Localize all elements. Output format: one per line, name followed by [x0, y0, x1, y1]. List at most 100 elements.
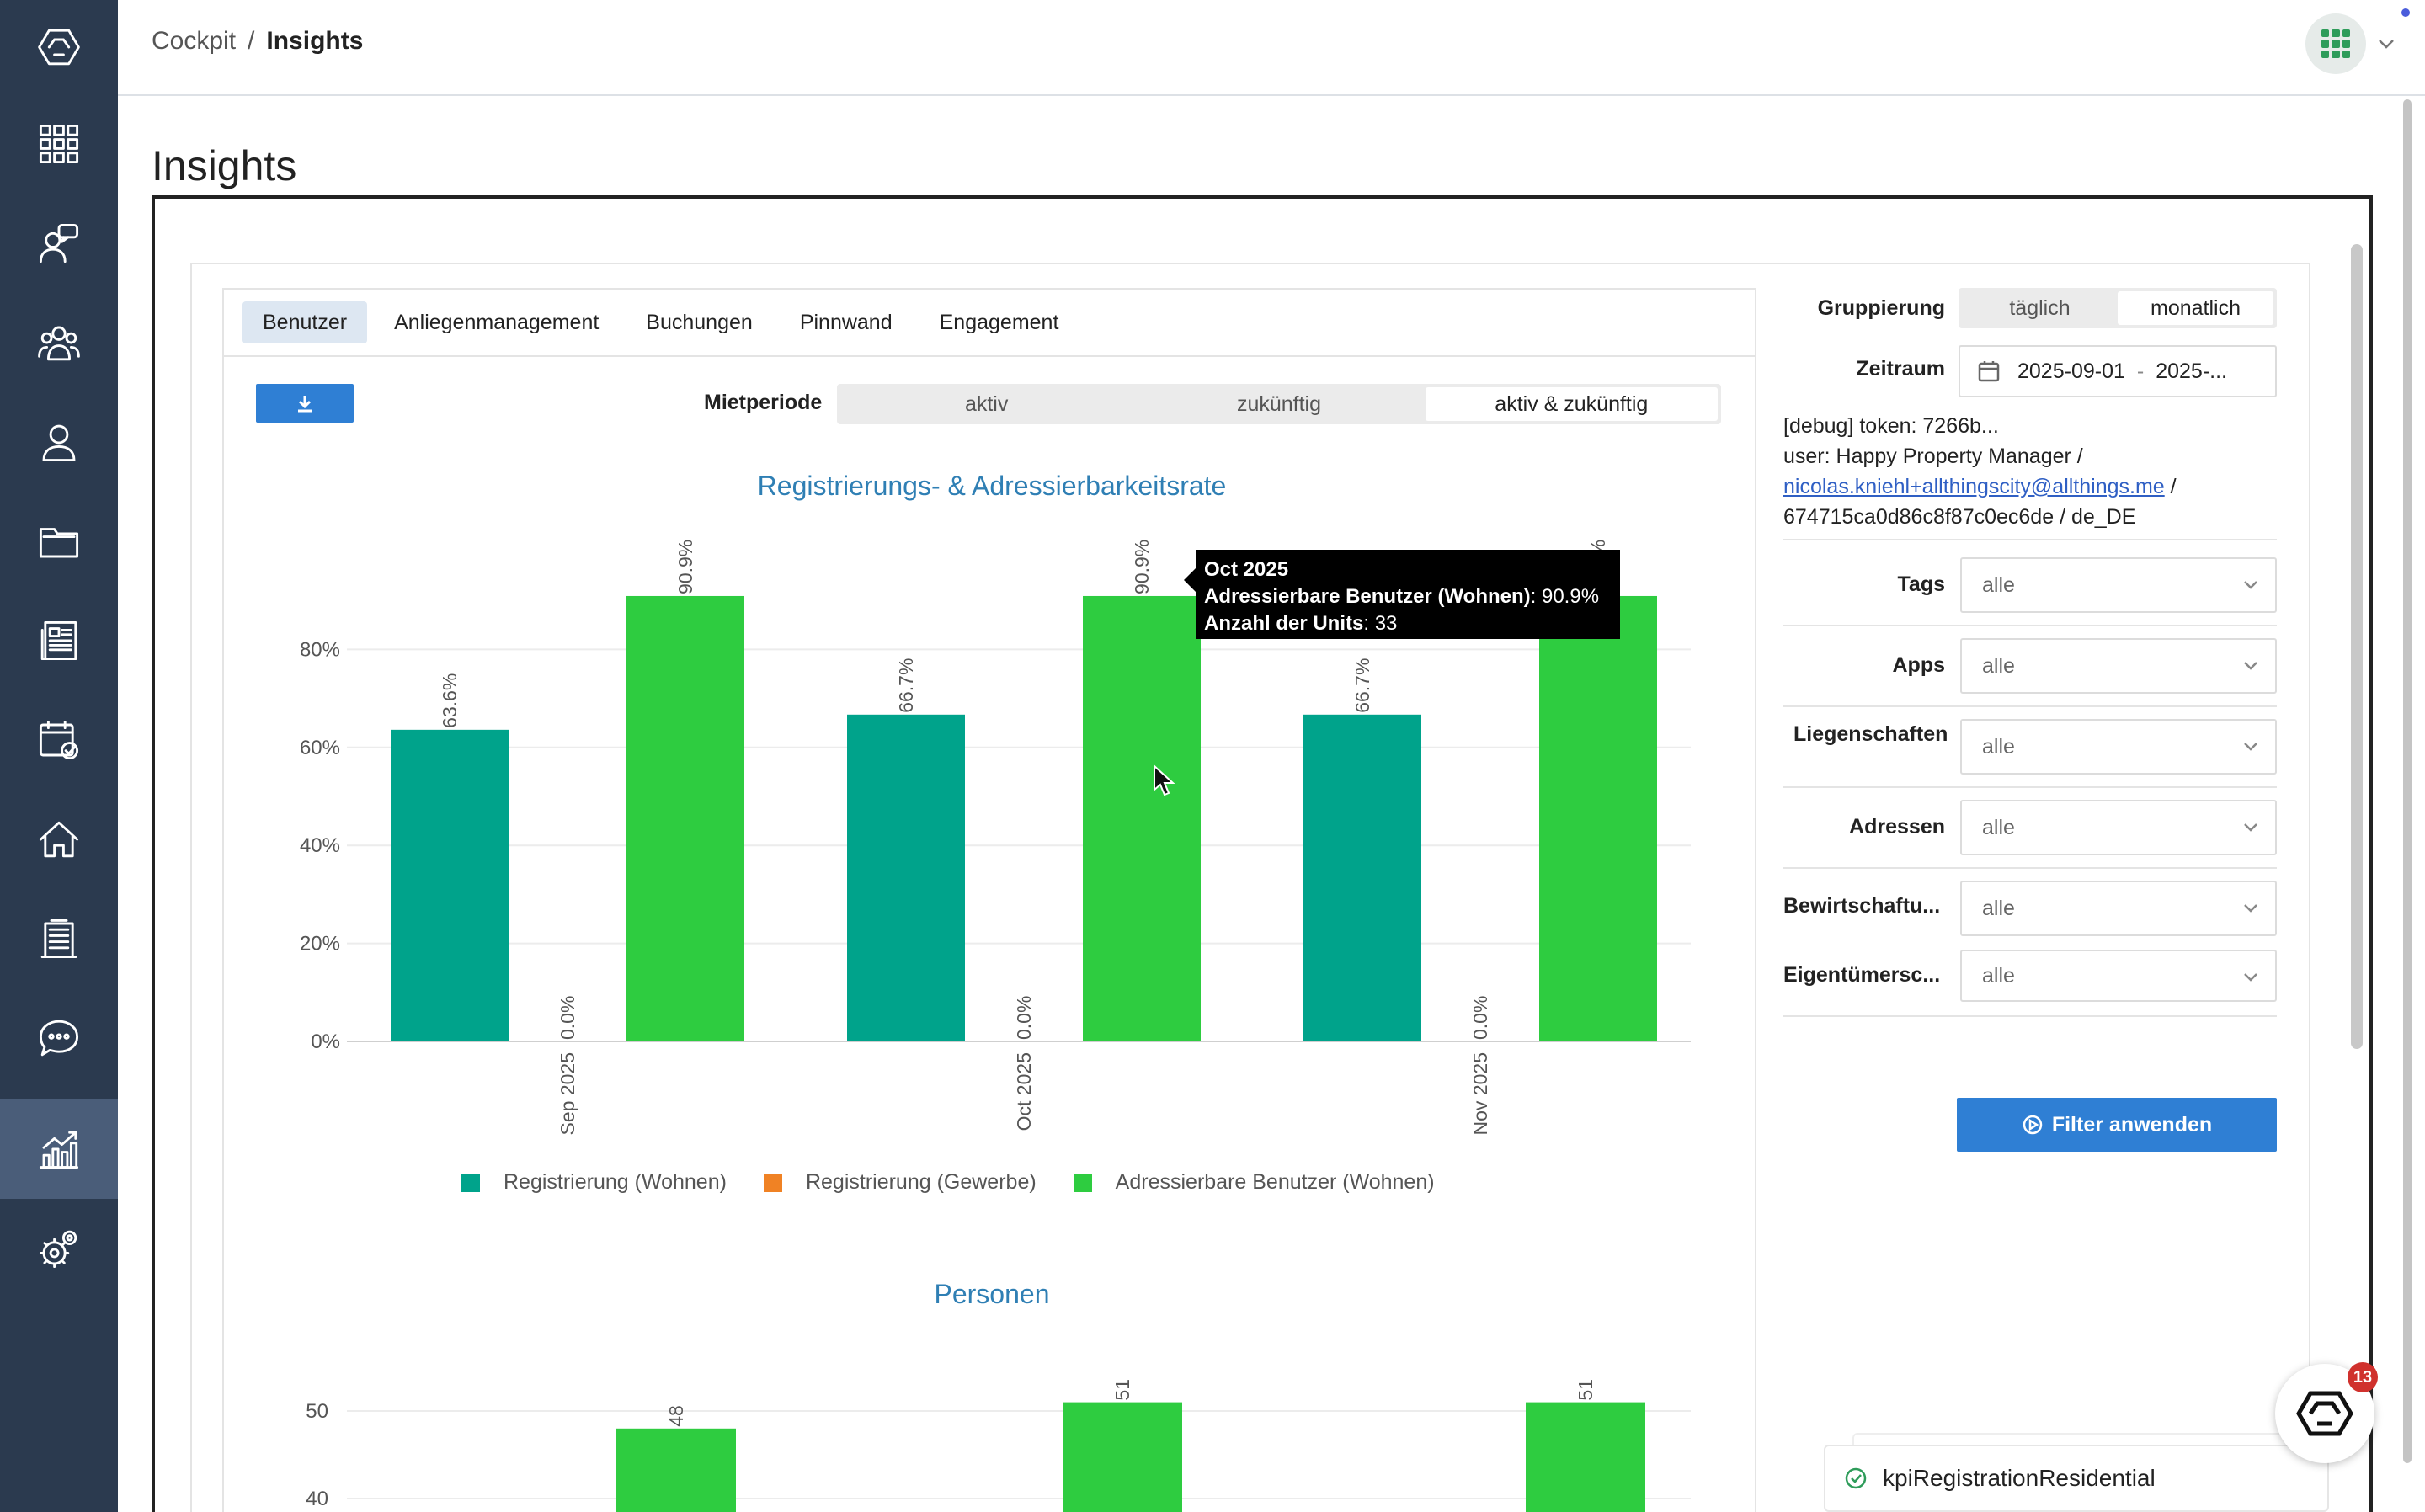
tab-engagement[interactable]: Engagement: [939, 311, 1059, 334]
gruppierung-option-taeglich[interactable]: täglich: [2009, 296, 2071, 320]
apps-grid-icon[interactable]: [0, 94, 118, 194]
building-icon[interactable]: [0, 889, 118, 988]
play-circle-icon: [2023, 1115, 2043, 1135]
filter-divider: [1783, 705, 2277, 707]
chat-unread-badge: 13: [2348, 1362, 2378, 1392]
legend-label: Registrierung (Gewerbe): [805, 1170, 1037, 1194]
chevron-down-icon: [2244, 973, 2257, 982]
apps-select-value: alle: [1982, 654, 2015, 678]
breadcrumb: Cockpit / Insights: [152, 27, 363, 56]
filter-divider: [1783, 539, 2277, 540]
data-label: 51: [1111, 1379, 1133, 1401]
chat-launcher-button[interactable]: [2275, 1364, 2374, 1463]
mietperiode-option-aktiv[interactable]: aktiv: [964, 392, 1009, 416]
download-button[interactable]: [256, 384, 354, 423]
zeitraum-start: 2025-09-01: [2017, 359, 2125, 383]
debug-info: [debug] token: 7266b... user: Happy Prop…: [1783, 411, 2289, 532]
y-tick-label: 20%: [300, 933, 340, 956]
legend-item-registrierung-wohnen[interactable]: Registrierung (Wohnen): [461, 1170, 727, 1195]
page-title: Insights: [152, 142, 297, 189]
apply-filter-label: Filter anwenden: [2051, 1112, 2213, 1137]
data-label: 66.7%: [895, 658, 917, 713]
calendar-icon: [1978, 361, 2000, 382]
bar: [616, 1428, 736, 1512]
tooltip-line1-value: : 90.9%: [1530, 585, 1600, 608]
data-label: 48: [665, 1405, 687, 1427]
support-agent-icon[interactable]: [0, 194, 118, 293]
settings-gears-icon[interactable]: [0, 1199, 118, 1298]
chart-panel: [222, 288, 1756, 1512]
mietperiode-option-aktiv-zukuenftig[interactable]: aktiv & zukünftig: [1425, 387, 1718, 421]
adressen-select-value: alle: [1982, 816, 2015, 839]
mietperiode-option-zukuenftig[interactable]: zukünftig: [1236, 392, 1322, 416]
apps-label: Apps: [1892, 653, 1946, 677]
filter-divider: [1783, 786, 2277, 788]
data-label: 90.9%: [674, 540, 696, 594]
eigentuemerschaft-select[interactable]: alle: [1960, 950, 2277, 1002]
avatar[interactable]: [2305, 13, 2366, 74]
toast-notification[interactable]: kpiRegistrationResidential: [1824, 1445, 2329, 1512]
legend-item-registrierung-gewerbe[interactable]: Registrierung (Gewerbe): [763, 1170, 1037, 1195]
newspaper-icon[interactable]: [0, 591, 118, 690]
x-tick-label: Nov 2025: [1469, 1052, 1491, 1135]
chart-title: Personen: [935, 1279, 1050, 1309]
users-group-icon[interactable]: [0, 293, 118, 392]
legend-label: Adressierbare Benutzer (Wohnen): [1115, 1170, 1435, 1194]
tags-select-value: alle: [1982, 573, 2015, 597]
calendar-check-icon[interactable]: [0, 690, 118, 790]
insights-card: [190, 263, 2310, 1512]
apps-select[interactable]: alle: [1960, 638, 2277, 694]
debug-email-link[interactable]: nicolas.kniehl+allthingscity@allthings.m…: [1783, 475, 2165, 498]
bar: [1526, 1402, 1645, 1512]
filter-divider: [1783, 625, 2277, 626]
logo-hexagon-icon[interactable]: [0, 0, 118, 94]
eigentuemerschaft-label: Eigentümersc...: [1783, 963, 1941, 987]
apply-filter-button[interactable]: Filter anwenden: [1957, 1098, 2277, 1152]
tab-benutzer[interactable]: Benutzer: [242, 301, 368, 343]
gruppierung-option-monatlich[interactable]: monatlich: [2118, 291, 2273, 325]
bewirtschaftung-select[interactable]: alle: [1960, 881, 2277, 936]
logo-hexagon-icon: [2296, 1391, 2353, 1436]
zeitraum-label: Zeitraum: [1856, 357, 1945, 381]
legend-swatch: [461, 1173, 480, 1192]
chat-icon[interactable]: [0, 988, 118, 1088]
analytics-chart-icon[interactable]: [0, 1099, 118, 1199]
chevron-down-icon[interactable]: [2376, 34, 2396, 54]
adressen-select[interactable]: alle: [1960, 800, 2277, 855]
gruppierung-label: Gruppierung: [1817, 296, 1945, 320]
avatar-logo-icon: [2321, 29, 2350, 58]
chart-legend: Registrierung (Wohnen) Registrierung (Ge…: [461, 1170, 1472, 1195]
data-label: 0.0%: [557, 996, 578, 1040]
page-scrollbar[interactable]: [2403, 99, 2412, 1463]
data-label: 0.0%: [1469, 996, 1491, 1040]
tab-buchungen[interactable]: Buchungen: [646, 311, 753, 334]
debug-email-suffix: /: [2164, 475, 2177, 498]
breadcrumb-root[interactable]: Cockpit: [152, 27, 237, 55]
user-icon[interactable]: [0, 392, 118, 492]
legend-item-adressierbare-benutzer[interactable]: Adressierbare Benutzer (Wohnen): [1073, 1170, 1435, 1195]
y-tick-label: 40%: [300, 834, 340, 857]
folder-icon[interactable]: [0, 492, 118, 591]
tab-anliegenmanagement[interactable]: Anliegenmanagement: [394, 311, 600, 334]
breadcrumb-current: Insights: [266, 27, 364, 55]
chevron-down-icon: [2244, 581, 2257, 589]
legend-swatch: [763, 1173, 782, 1192]
legend-label: Registrierung (Wohnen): [504, 1170, 727, 1194]
tab-pinnwand[interactable]: Pinnwand: [799, 311, 893, 334]
notification-dot: [2401, 8, 2410, 17]
liegenschaften-select[interactable]: alle: [1960, 719, 2277, 775]
toast-text: kpiRegistrationResidential: [1883, 1465, 2156, 1491]
chevron-down-icon: [2244, 904, 2257, 913]
download-icon: [298, 396, 312, 413]
tooltip-line2-value: : 33: [1363, 612, 1398, 635]
zeitraum-date-range[interactable]: 2025-09-01 - 2025-...: [1959, 345, 2277, 397]
tags-select[interactable]: alle: [1960, 557, 2277, 613]
mietperiode-segmented: aktiv zukünftig aktiv & zukünftig: [837, 384, 1721, 424]
adressen-label: Adressen: [1849, 815, 1945, 839]
breadcrumb-separator: /: [248, 27, 255, 55]
home-icon[interactable]: [0, 790, 118, 889]
check-circle-icon: [1845, 1467, 1867, 1489]
debug-ids: 674715ca0d86c8f87c0ec6de / de_DE: [1783, 505, 2136, 529]
gruppierung-segmented: täglich monatlich: [1959, 288, 2277, 328]
card-scrollbar[interactable]: [2351, 244, 2363, 1049]
